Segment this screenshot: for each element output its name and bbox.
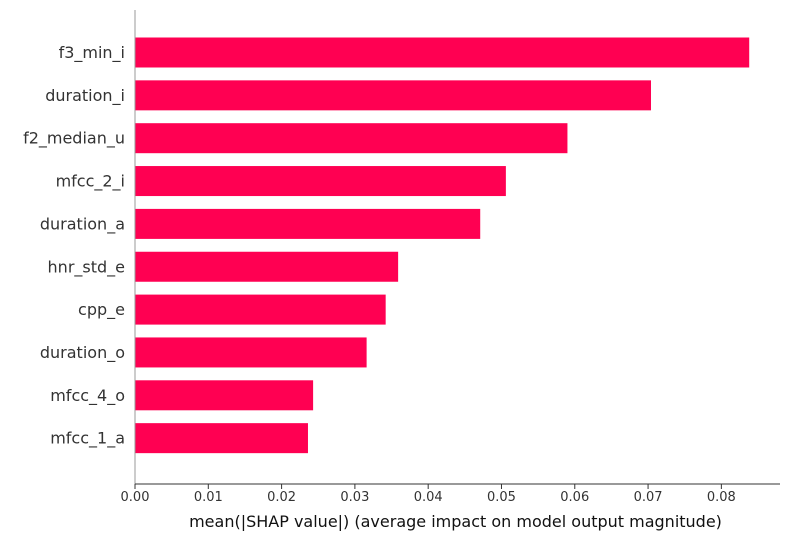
bar-mfcc_1_a (135, 423, 308, 454)
category-label: cpp_e (78, 300, 125, 320)
bar-hnr_std_e (135, 251, 399, 282)
bar-duration_i (135, 80, 651, 111)
bar-mfcc_4_o (135, 380, 314, 411)
bar-duration_a (135, 208, 481, 239)
bar-f2_median_u (135, 123, 568, 154)
category-labels-layer: f3_min_i duration_i f2_median_u mfcc_2_idur… (23, 43, 125, 449)
x-ticks-layer: 0.00 0.01 0.02 0.03 0.04 0.05 0.06 0.07 0.08 (121, 484, 736, 505)
bars-layer (135, 37, 750, 454)
category-label: hnr_std_e (48, 257, 125, 277)
x-axis-label: mean(|SHAP value|) (average impact on mo… (189, 512, 722, 531)
category-label: f2_median_u (23, 129, 125, 149)
category-label: mfcc_2_i (56, 172, 125, 192)
x-tick-label: 0.08 (707, 490, 736, 505)
x-tick-label: 0.00 (121, 490, 150, 505)
category-label: duration_o (40, 343, 125, 363)
category-label: f3_min_i (59, 43, 125, 63)
bar-duration_o (135, 337, 367, 368)
bar-cpp_e (135, 294, 386, 325)
x-tick-label: 0.02 (267, 490, 296, 505)
category-label: mfcc_1_a (50, 429, 125, 449)
x-tick-label: 0.03 (340, 490, 369, 505)
category-label: duration_i (45, 86, 125, 106)
axes-layer (134, 10, 780, 485)
x-tick-label: 0.01 (194, 490, 223, 505)
x-tick-label: 0.07 (634, 490, 663, 505)
bar-f3_min_i (135, 37, 750, 68)
x-tick-label: 0.05 (487, 490, 516, 505)
category-label: duration_a (40, 214, 125, 234)
category-label: mfcc_4_o (50, 386, 125, 406)
x-tick-label: 0.06 (560, 490, 589, 505)
bar-mfcc_2_i (135, 166, 506, 197)
x-tick-label: 0.04 (414, 490, 443, 505)
